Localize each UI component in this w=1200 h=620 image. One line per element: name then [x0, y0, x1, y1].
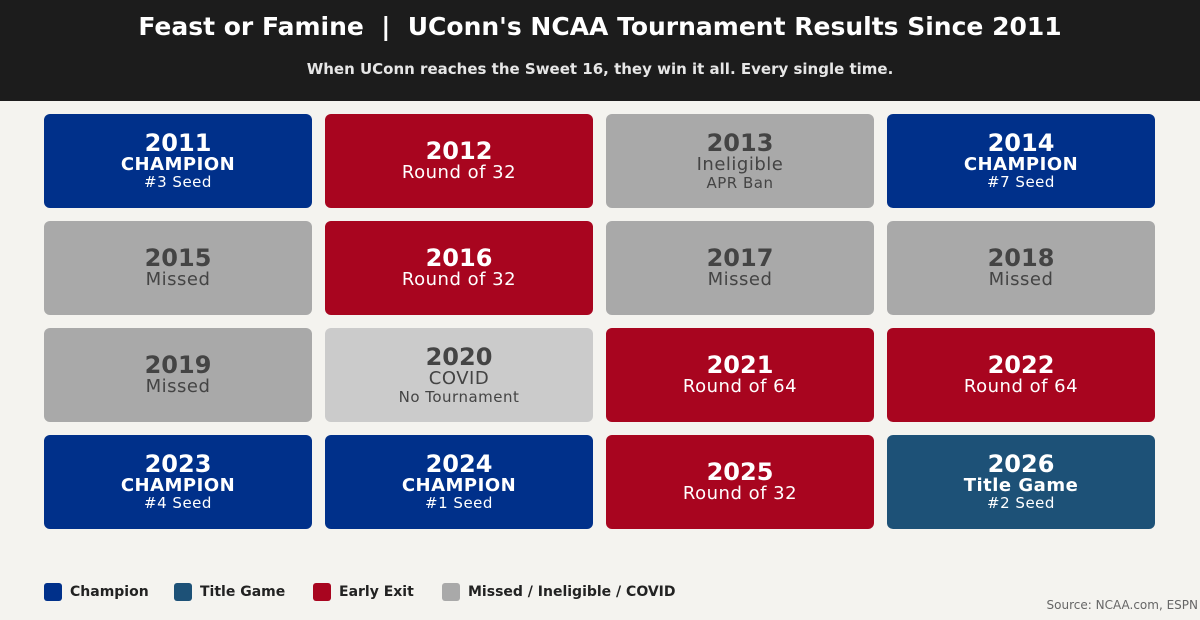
subtitle: When UConn reaches the Sweet 16, they wi…	[306, 60, 894, 78]
result-tile: 2021 Round of 64	[606, 328, 874, 422]
tile-result: CHAMPION	[963, 154, 1079, 175]
result-tile: 2014 CHAMPION #7 Seed	[887, 114, 1155, 208]
legend-swatch	[174, 582, 192, 601]
tile-result: Title Game	[963, 475, 1079, 496]
tile-year: 2024	[425, 450, 493, 478]
legend-item: Missed / Ineligible / COVID	[442, 582, 676, 601]
tile-year: 2023	[144, 450, 212, 478]
result-tile: 2026 Title Game #2 Seed	[887, 435, 1155, 529]
result-tile: 2012 Round of 32	[325, 114, 593, 208]
legend-item: Champion	[44, 582, 149, 601]
tile-year: 2014	[987, 129, 1055, 157]
tile-year: 2016	[425, 244, 493, 272]
title: Feast or Famine | UConn's NCAA Tournamen…	[138, 12, 1062, 41]
tile-note: #4 Seed	[144, 494, 212, 512]
result-tile: 2017 Missed	[606, 221, 874, 315]
result-tile: 2022 Round of 64	[887, 328, 1155, 422]
tile-note: #3 Seed	[144, 173, 212, 191]
header: Feast or Famine | UConn's NCAA Tournamen…	[0, 0, 1200, 101]
tile-note: #7 Seed	[987, 173, 1055, 191]
result-tile: 2011 CHAMPION #3 Seed	[44, 114, 312, 208]
tile-note: #1 Seed	[425, 494, 493, 512]
tile-result: Missed	[145, 376, 211, 397]
tile-result: Missed	[707, 269, 773, 290]
legend-label: Champion	[70, 583, 149, 600]
tile-year: 2018	[987, 244, 1055, 272]
tile-year: 2017	[706, 244, 774, 272]
result-tile: 2018 Missed	[887, 221, 1155, 315]
tile-result: CHAMPION	[401, 475, 517, 496]
tile-year: 2013	[706, 128, 774, 157]
result-tile: 2020 COVID No Tournament	[325, 328, 593, 422]
tile-year: 2019	[144, 351, 212, 379]
tile-year: 2015	[144, 244, 212, 272]
tile-year: 2026	[987, 450, 1055, 478]
tile-result: Round of 32	[682, 483, 798, 504]
result-tile: 2024 CHAMPION #1 Seed	[325, 435, 593, 529]
tile-result: CHAMPION	[120, 154, 236, 175]
tile-result: CHAMPION	[120, 475, 236, 496]
tile-year: 2022	[987, 351, 1055, 379]
tile-year: 2012	[425, 137, 493, 165]
tile-result: Missed	[145, 269, 211, 290]
tile-note: APR Ban	[706, 173, 774, 192]
legend-swatch	[313, 582, 331, 601]
tile-result: COVID	[428, 367, 490, 389]
tile-note: #2 Seed	[987, 494, 1055, 512]
legend-item: Title Game	[174, 582, 285, 601]
legend-label: Early Exit	[339, 583, 414, 600]
tile-result: Round of 32	[401, 162, 517, 183]
legend-label: Missed / Ineligible / COVID	[468, 583, 676, 600]
tile-result: Round of 32	[401, 269, 517, 290]
source: Source: NCAA.com, ESPN	[1046, 598, 1198, 612]
tile-result: Round of 64	[682, 376, 798, 397]
legend-swatch	[442, 582, 460, 601]
tile-year: 2025	[706, 458, 774, 486]
tile-result: Missed	[988, 269, 1054, 290]
legend-item: Early Exit	[313, 582, 414, 601]
result-tile: 2015 Missed	[44, 221, 312, 315]
legend-swatch	[44, 582, 62, 601]
tile-result: Round of 64	[963, 376, 1079, 397]
tile-result: Ineligible	[696, 153, 784, 175]
tile-year: 2011	[144, 129, 212, 157]
result-tile: 2019 Missed	[44, 328, 312, 422]
result-tile: 2013 Ineligible APR Ban	[606, 114, 874, 208]
tile-note: No Tournament	[398, 387, 520, 406]
result-tile: 2025 Round of 32	[606, 435, 874, 529]
result-tile: 2023 CHAMPION #4 Seed	[44, 435, 312, 529]
tile-year: 2021	[706, 351, 774, 379]
result-tile: 2016 Round of 32	[325, 221, 593, 315]
legend-label: Title Game	[200, 583, 286, 600]
tile-year: 2020	[425, 342, 493, 371]
